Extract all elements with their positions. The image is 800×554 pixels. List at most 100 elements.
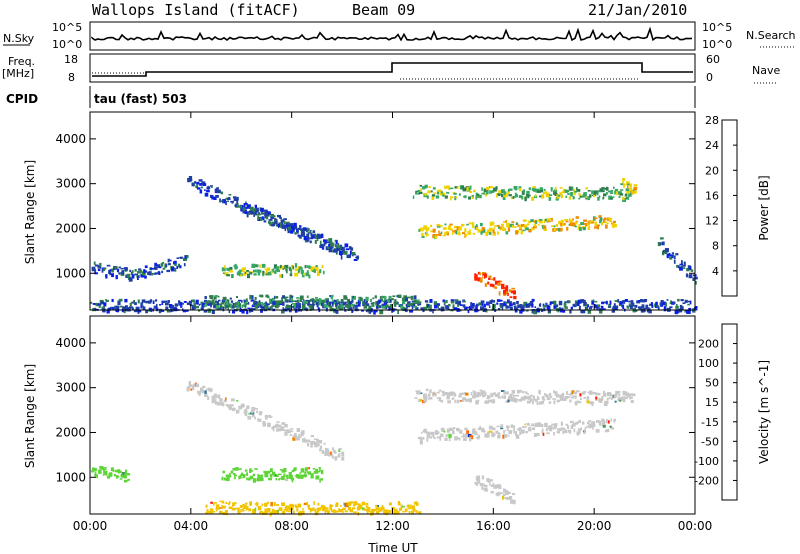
velocity-xtick-label-6: 00:00 [678, 519, 713, 533]
velocity-cell [484, 484, 488, 488]
power-cell [145, 300, 150, 304]
power-cell [259, 264, 261, 268]
velocity-cell [230, 398, 235, 402]
power-cell [335, 302, 338, 308]
power-cell [458, 226, 462, 231]
power-cell [333, 302, 336, 305]
power-cell [472, 232, 476, 235]
power-cell [103, 302, 107, 307]
velocity-cell [433, 437, 436, 439]
power-cell [227, 305, 229, 310]
power-cell [580, 195, 584, 198]
power-cell [459, 185, 462, 189]
velocity-cell [541, 400, 545, 404]
power-cell [498, 291, 501, 296]
velocity-cell [570, 392, 573, 396]
power-cell [338, 301, 341, 305]
power-cell [638, 306, 642, 309]
power-cell [274, 218, 277, 220]
power-cell [254, 304, 258, 309]
power-cell [452, 230, 456, 232]
power-cell [472, 303, 475, 306]
power-cell [662, 301, 667, 306]
power-cell [562, 188, 566, 192]
power-cell [161, 270, 164, 274]
power-cell [255, 208, 258, 213]
power-cell [109, 271, 112, 276]
velocity-cell [319, 478, 321, 483]
velocity-cell [332, 511, 336, 513]
velocity-cell [518, 399, 522, 402]
power-cell [468, 222, 472, 225]
power-cell [501, 189, 505, 194]
power-cell [92, 268, 96, 272]
velocity-cell [221, 504, 223, 509]
power-cell [473, 189, 476, 192]
velocity-cell [521, 396, 526, 401]
power-cell [240, 204, 242, 209]
power-cell [294, 304, 296, 309]
power-cell [351, 303, 355, 307]
velocity-cell [94, 474, 97, 476]
power-cell [510, 196, 514, 200]
power-cell [224, 304, 227, 309]
power-cell [655, 301, 658, 306]
power-cell [430, 230, 433, 233]
power-cell [458, 193, 461, 196]
power-cell [390, 307, 394, 310]
velocity-cell [517, 399, 519, 401]
velocity-cell [435, 431, 438, 435]
velocity-cell [344, 510, 348, 513]
power-cell [283, 224, 287, 229]
velocity-cell [95, 468, 98, 471]
power-cell [582, 300, 586, 302]
velocity-cell [573, 428, 576, 433]
velocity-cell [595, 392, 598, 396]
velocity-cell [349, 509, 353, 513]
power-cell [98, 266, 102, 269]
power-cell [216, 187, 219, 190]
velocity-cell [365, 506, 369, 508]
power-cell [634, 309, 638, 312]
power-cell [467, 231, 471, 235]
power-cell [344, 304, 349, 308]
power-cell [436, 233, 440, 236]
power-cell [673, 255, 676, 260]
velocity-cell [186, 387, 190, 392]
velocity-cell [317, 508, 320, 513]
velocity-cell [454, 399, 456, 403]
power-cell [481, 230, 484, 234]
velocity-cell [242, 507, 245, 512]
power-cell [611, 222, 614, 225]
power-cell [311, 270, 315, 272]
velocity-cell [103, 469, 106, 473]
velocity-cell [486, 435, 490, 438]
velocity-cell [399, 507, 403, 511]
velocity-cell [497, 392, 501, 394]
velocity-cell [225, 397, 227, 401]
velocity-colorbar-label-1: 100 [698, 357, 719, 370]
velocity-cell [430, 431, 435, 436]
velocity-cell [434, 393, 437, 397]
power-cell [618, 196, 621, 198]
power-cell [432, 308, 434, 314]
velocity-cell [347, 501, 351, 507]
power-cell [614, 308, 618, 310]
velocity-cell [451, 397, 455, 400]
velocity-cell [508, 491, 511, 494]
velocity-cell [490, 392, 492, 395]
velocity-cell [537, 423, 541, 427]
velocity-cell [478, 434, 481, 438]
power-cell [115, 305, 120, 310]
power-cell [124, 298, 128, 303]
velocity-cell [366, 509, 369, 514]
velocity-cell [501, 396, 505, 399]
velocity-cell [297, 503, 302, 508]
power-cell [207, 300, 211, 303]
power-cell [161, 300, 164, 305]
velocity-cell [508, 496, 513, 499]
velocity-cell [472, 395, 476, 399]
velocity-cell [296, 508, 299, 512]
velocity-cell [571, 396, 575, 399]
power-cell [518, 224, 522, 229]
